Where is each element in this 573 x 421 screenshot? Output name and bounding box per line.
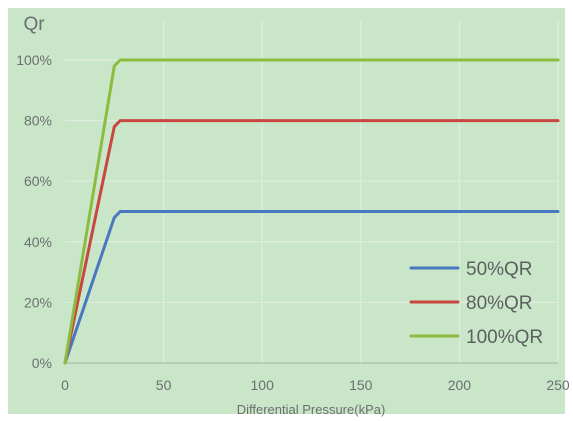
- y-tick-label: 40%: [24, 234, 52, 250]
- x-tick-label: 200: [448, 377, 472, 393]
- series-layer: [63, 58, 560, 365]
- y-tick-label: 0%: [32, 355, 52, 371]
- y-tick-label: 60%: [24, 173, 52, 189]
- x-tick-label: 150: [349, 377, 373, 393]
- y-axis-ticks: 0% 20% 40% 60% 80% 100%: [16, 52, 52, 371]
- y-axis-title: Qr: [23, 14, 45, 35]
- legend: 50%QR 80%QR 100%QR: [409, 259, 543, 348]
- x-axis-title: Differential Pressure(kPa): [237, 402, 386, 417]
- y-tick-label: 80%: [24, 113, 52, 129]
- y-tick-label: 100%: [16, 52, 52, 68]
- x-axis-ticks: 0 50 100 150 200 250: [61, 377, 570, 393]
- legend-label: 80%QR: [466, 293, 533, 314]
- series-line-80pctqr: [63, 119, 560, 365]
- y-tick-label: 20%: [24, 294, 52, 310]
- x-tick-label: 250: [546, 377, 570, 393]
- legend-label: 50%QR: [466, 259, 533, 280]
- x-tick-label: 50: [156, 377, 172, 393]
- x-tick-label: 0: [61, 377, 69, 393]
- series-line-50pctqr: [63, 210, 560, 365]
- legend-label: 100%QR: [466, 327, 543, 348]
- series-line-100pctqr: [63, 58, 560, 365]
- x-tick-label: 100: [251, 377, 275, 393]
